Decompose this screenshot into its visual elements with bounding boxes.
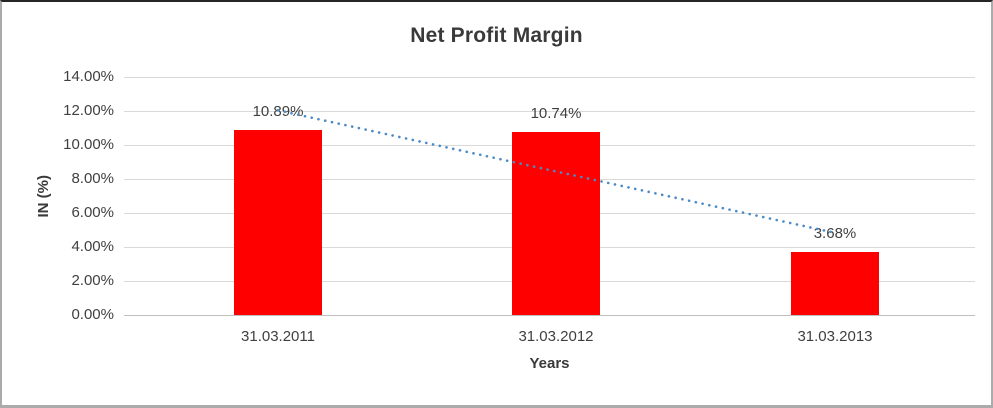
data-label: 3.68% <box>813 225 857 243</box>
plot-area: 10.89% 10.74% 3.68% <box>124 76 975 316</box>
x-axis-line <box>124 314 975 316</box>
chart-title: Net Profit Margin <box>410 24 583 47</box>
bar-31.03.2013 <box>791 252 879 315</box>
data-label: 10.74% <box>530 105 582 123</box>
y-tick-label: 12.00% <box>63 102 114 119</box>
y-tick-label: 14.00% <box>63 68 114 85</box>
y-tick-label: 2.00% <box>71 272 114 289</box>
x-axis-tick-labels: 31.03.2011 31.03.2012 31.03.2013 <box>124 328 975 348</box>
y-tick-label: 6.00% <box>71 204 114 221</box>
x-tick-label: 31.03.2013 <box>797 328 873 345</box>
y-tick-label: 10.00% <box>63 136 114 153</box>
y-tick-label: 4.00% <box>71 238 114 255</box>
data-label: 10.89% <box>252 102 304 120</box>
bar-31.03.2011 <box>234 129 322 315</box>
y-tick-label: 8.00% <box>71 170 114 187</box>
gridline <box>124 76 975 78</box>
x-tick-label: 31.03.2012 <box>518 328 594 345</box>
y-tick-label: 0.00% <box>71 306 114 323</box>
bar-31.03.2012 <box>512 132 600 315</box>
x-axis-title: Years <box>529 355 570 372</box>
y-axis-tick-labels: 0.00% 2.00% 4.00% 6.00% 8.00% 10.00% 12.00% 14.… <box>2 68 114 323</box>
x-tick-label: 31.03.2011 <box>241 328 315 345</box>
